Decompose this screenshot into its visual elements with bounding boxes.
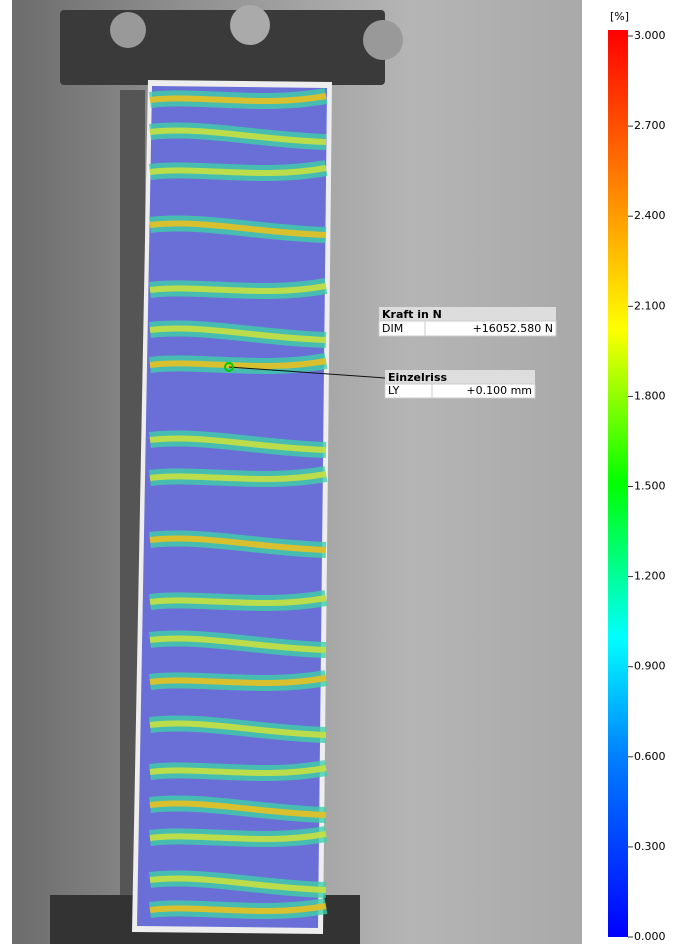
colorbar-tick-label: 0.600 xyxy=(634,750,666,763)
colorbar xyxy=(608,30,628,937)
label-box[interactable]: Einzelriss LY +0.100 mm xyxy=(385,370,535,398)
viewer: Kraft in N DIM +16052.580 N Einzelriss L… xyxy=(0,0,681,944)
colorbar-tick-label: 1.500 xyxy=(634,480,666,493)
colorbar-tick-label: 2.700 xyxy=(634,119,666,132)
bolt xyxy=(230,5,270,45)
colorbar-tick-label: 3.000 xyxy=(634,29,666,42)
colorbar-tick-label: 1.800 xyxy=(634,389,666,402)
label-title: Einzelriss xyxy=(388,371,447,384)
page: Kraft in N DIM +16052.580 N Einzelriss L… xyxy=(0,0,681,944)
colorbar-tick-label: 0.300 xyxy=(634,840,666,853)
label-box[interactable]: Kraft in N DIM +16052.580 N xyxy=(379,307,556,336)
label-value: +0.100 mm xyxy=(466,384,532,397)
colorbar-tick-label: 0.900 xyxy=(634,660,666,673)
label-name: DIM xyxy=(382,322,403,335)
colorbar-tick-label: 0.000 xyxy=(634,930,666,943)
bolt xyxy=(363,20,403,60)
colorbar-tick-label: 2.400 xyxy=(634,209,666,222)
label-name: LY xyxy=(388,384,400,397)
label-value: +16052.580 N xyxy=(473,322,553,335)
colorbar-tick-label: 1.200 xyxy=(634,570,666,583)
colorbar-unit: [%] xyxy=(610,10,629,23)
upper-clamp xyxy=(60,10,385,85)
colorbar-tick-label: 2.100 xyxy=(634,299,666,312)
colorbar-ticks: 3.000 2.700 2.400 2.100 1.800 1.500 1.200 0.900… xyxy=(628,29,666,943)
label-title: Kraft in N xyxy=(382,308,442,321)
bolt xyxy=(110,12,146,48)
